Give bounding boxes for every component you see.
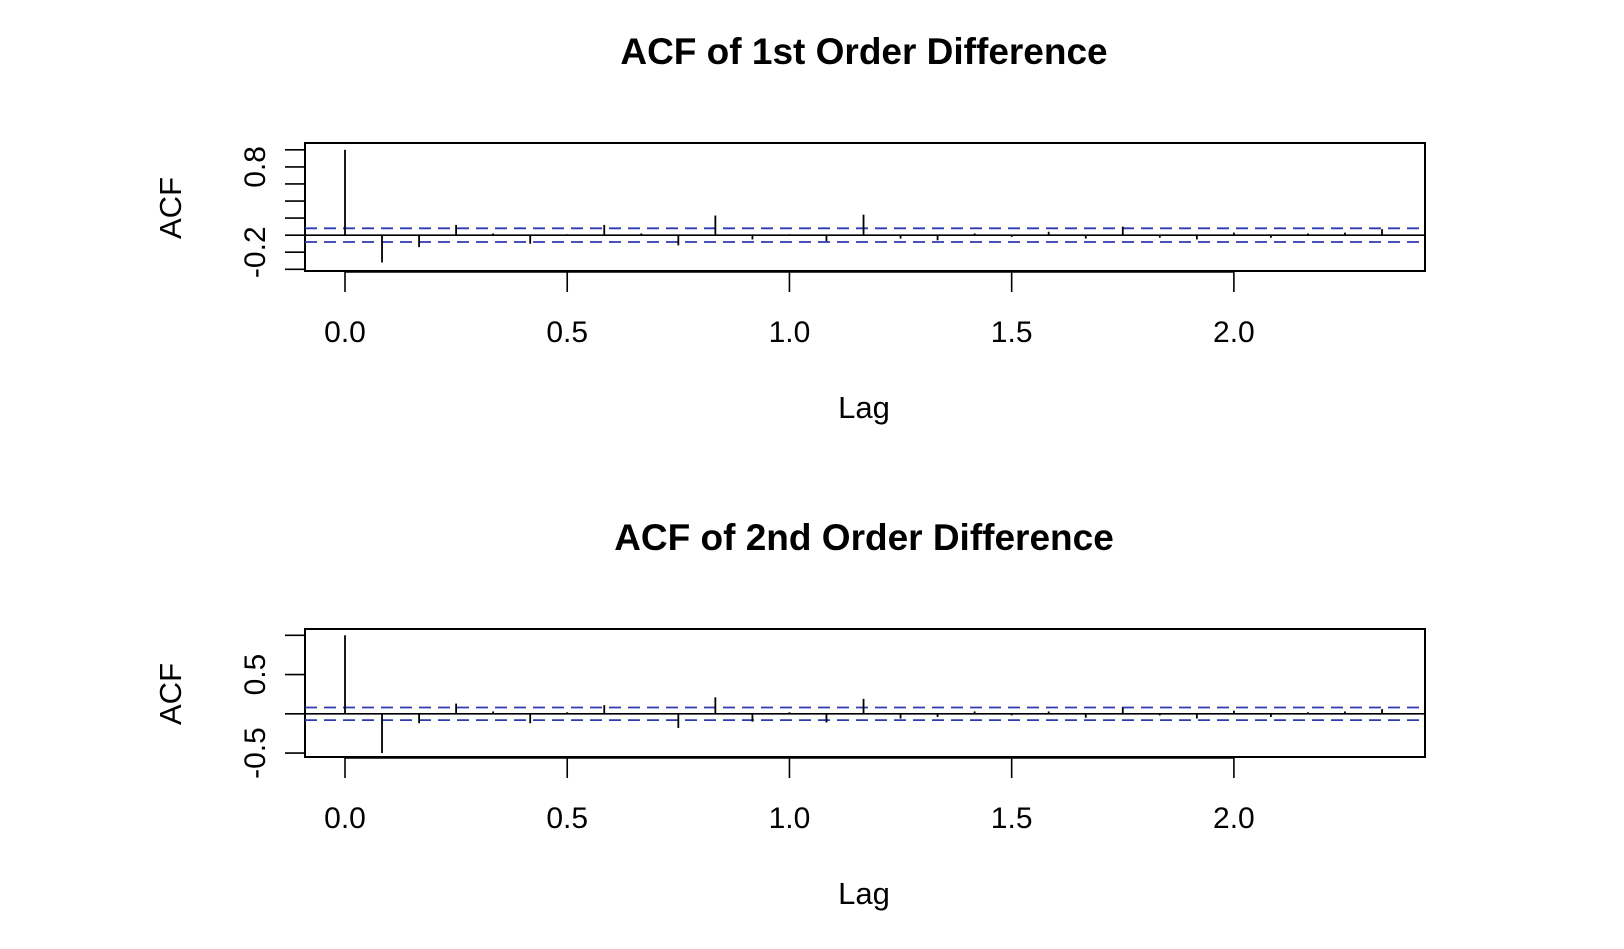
panel-2-x-tick-label-3: 1.5 bbox=[991, 802, 1033, 835]
panel-1-x-tick-label-0: 0.0 bbox=[324, 316, 366, 349]
panel-2-y-axis-label: ACF bbox=[153, 663, 188, 725]
panel-2-x-tick-label-1: 0.5 bbox=[546, 802, 588, 835]
panel-1-x-axis-label: Lag bbox=[838, 390, 890, 425]
panel-1-x-tick-label-1: 0.5 bbox=[546, 316, 588, 349]
panel-2-x-axis-label: Lag bbox=[838, 876, 890, 911]
panel-1-y-tick-label-1: 0.8 bbox=[239, 146, 272, 188]
panel-2-y-tick-label-1: 0.5 bbox=[239, 654, 272, 696]
panel-2: ACF of 2nd Order Difference Lag ACF -0.5… bbox=[153, 517, 1426, 911]
panel-1-x-tick-label-4: 2.0 bbox=[1213, 316, 1255, 349]
panel-2-x-tick-label-0: 0.0 bbox=[324, 802, 366, 835]
panel-1-x-tick-label-2: 1.0 bbox=[769, 316, 811, 349]
panel-1-y-axis-label: ACF bbox=[153, 177, 188, 239]
panel-2-x-tick-label-2: 1.0 bbox=[769, 802, 811, 835]
panel-1-plot-area: -0.2 0.8 0.0 0.5 1.0 1.5 2.0 bbox=[239, 142, 1426, 349]
panel-2-y-tick-label-0: -0.5 bbox=[239, 727, 272, 779]
panel-1: ACF of 1st Order Difference Lag ACF -0.2… bbox=[153, 31, 1426, 425]
panel-1-x-tick-label-3: 1.5 bbox=[991, 316, 1033, 349]
panel-1-y-tick-label-0: -0.2 bbox=[239, 226, 272, 278]
panel-2-title: ACF of 2nd Order Difference bbox=[614, 517, 1114, 558]
panel-2-plot-area: -0.5 0.5 0.0 0.5 1.0 1.5 2.0 bbox=[239, 628, 1426, 835]
panel-2-plot-frame bbox=[304, 628, 1426, 758]
panel-2-x-tick-label-4: 2.0 bbox=[1213, 802, 1255, 835]
panel-1-title: ACF of 1st Order Difference bbox=[620, 31, 1107, 72]
panel-1-plot-frame bbox=[304, 142, 1426, 272]
